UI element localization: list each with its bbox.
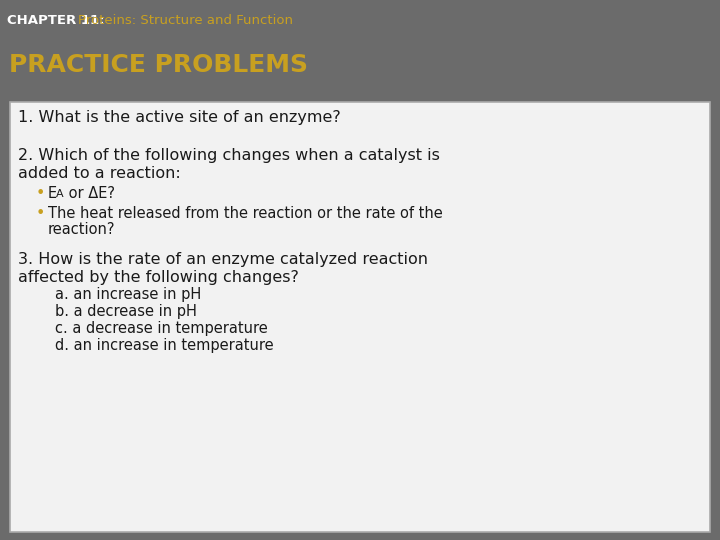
Text: The heat released from the reaction or the rate of the: The heat released from the reaction or t… (48, 206, 443, 221)
Text: 2. Which of the following changes when a catalyst is: 2. Which of the following changes when a… (18, 148, 440, 164)
Text: b. a decrease in pH: b. a decrease in pH (55, 305, 197, 320)
Text: d. an increase in temperature: d. an increase in temperature (55, 339, 274, 354)
Text: Proteins: Structure and Function: Proteins: Structure and Function (78, 14, 293, 27)
Text: E: E (48, 186, 57, 201)
FancyBboxPatch shape (10, 103, 710, 532)
Text: added to a reaction:: added to a reaction: (18, 166, 181, 181)
Text: CHAPTER 11:: CHAPTER 11: (7, 14, 109, 27)
Text: PRACTICE PROBLEMS: PRACTICE PROBLEMS (9, 53, 307, 77)
Text: •: • (36, 186, 45, 201)
Text: c. a decrease in temperature: c. a decrease in temperature (55, 321, 268, 336)
Text: A: A (56, 190, 63, 199)
Text: 3. How is the rate of an enzyme catalyzed reaction: 3. How is the rate of an enzyme catalyze… (18, 253, 428, 267)
Text: affected by the following changes?: affected by the following changes? (18, 271, 299, 286)
Text: 1. What is the active site of an enzyme?: 1. What is the active site of an enzyme? (18, 111, 341, 125)
Text: reaction?: reaction? (48, 222, 115, 238)
Text: a. an increase in pH: a. an increase in pH (55, 287, 202, 302)
Text: or ΔE?: or ΔE? (64, 186, 115, 201)
Text: •: • (36, 206, 45, 221)
